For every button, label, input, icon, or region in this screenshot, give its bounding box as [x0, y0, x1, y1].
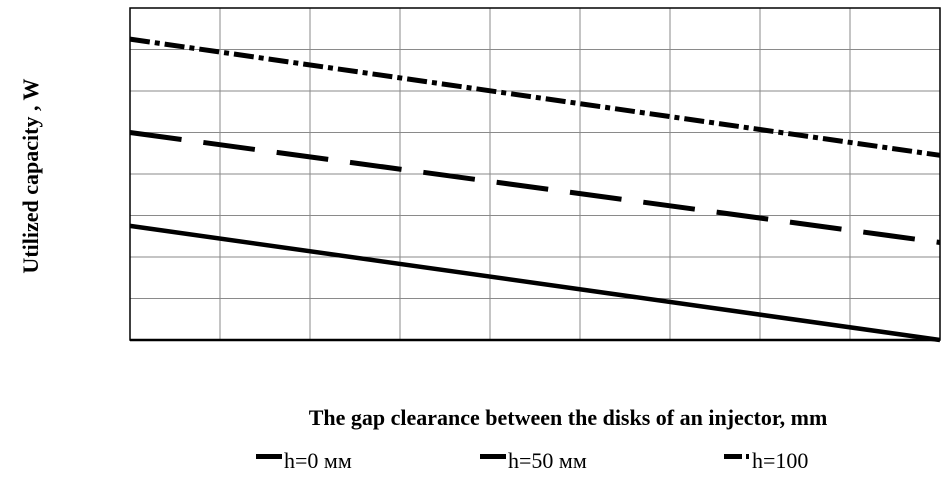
legend-swatch-dashdot	[724, 453, 749, 459]
legend-swatch-solid	[256, 453, 282, 459]
legend-item-h0: h=0 мм	[256, 448, 352, 474]
legend-label: h=0 мм	[284, 448, 352, 473]
legend: h=0 мм h=50 мм h=100	[0, 448, 952, 478]
legend-label: h=50 мм	[508, 448, 587, 473]
x-axis-label: The gap clearance between the disks of a…	[309, 405, 828, 430]
legend-label: h=100	[752, 448, 809, 473]
legend-item-h50: h=50 мм	[480, 448, 587, 474]
legend-item-h100: h=100	[724, 448, 808, 474]
series-line-dashed	[129, 130, 941, 245]
series-layer	[129, 36, 941, 343]
legend-swatch-dashed	[480, 453, 506, 459]
grid	[129, 7, 941, 342]
y-axis-label: Utilized capacity , W	[18, 78, 43, 273]
series-line-solid	[129, 223, 941, 343]
series-line-dashdot	[129, 36, 941, 158]
